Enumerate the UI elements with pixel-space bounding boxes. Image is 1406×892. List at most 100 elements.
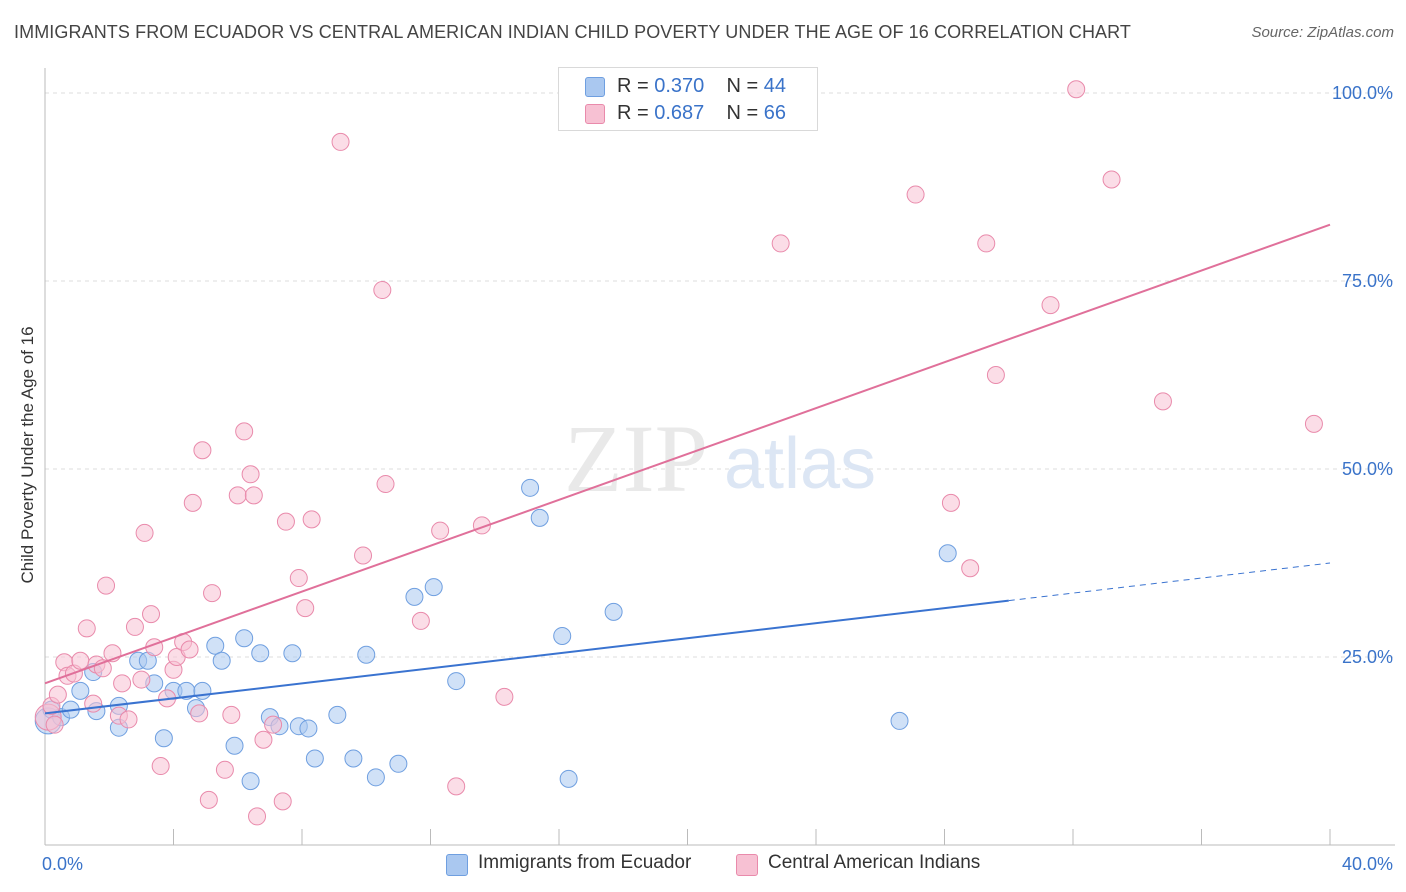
chart-title: IMMIGRANTS FROM ECUADOR VS CENTRAL AMERI…	[14, 22, 1132, 42]
point-central-american-indians	[190, 704, 209, 723]
point-ecuador	[225, 736, 244, 755]
point-central-american-indians	[77, 619, 96, 638]
point-central-american-indians	[228, 486, 247, 505]
point-central-american-indians	[431, 521, 450, 540]
point-central-american-indians	[183, 493, 202, 512]
point-ecuador	[559, 769, 578, 788]
point-ecuador	[212, 651, 231, 670]
point-ecuador	[283, 644, 302, 663]
point-ecuador	[938, 544, 957, 563]
point-central-american-indians	[119, 710, 138, 729]
point-central-american-indians	[125, 617, 144, 636]
point-central-american-indians	[1153, 392, 1172, 411]
x-tick-label: 0.0%	[42, 854, 83, 874]
point-ecuador	[890, 711, 909, 730]
point-central-american-indians	[264, 715, 283, 734]
legend-n-label: N =	[726, 102, 759, 124]
legend-n-label: N =	[726, 75, 759, 97]
point-central-american-indians	[986, 366, 1005, 385]
source-credit: Source: ZipAtlas.com	[1251, 24, 1394, 41]
point-central-american-indians	[1041, 296, 1060, 315]
legend-n-value-central-american-indians: 66	[763, 102, 787, 124]
series-legend-label-ecuador: Immigrants from Ecuador	[478, 852, 692, 873]
point-central-american-indians	[495, 687, 514, 706]
point-ecuador	[405, 587, 424, 606]
point-central-american-indians	[142, 605, 161, 624]
x-tick-label: 40.0%	[1342, 854, 1393, 874]
point-central-american-indians	[771, 234, 790, 253]
watermark-zip: ZIP	[564, 405, 708, 512]
point-ecuador	[553, 626, 572, 645]
point-central-american-indians	[254, 730, 273, 749]
points-layer	[34, 80, 1323, 826]
point-central-american-indians	[302, 510, 321, 529]
point-central-american-indians	[376, 475, 395, 494]
point-central-american-indians	[151, 757, 170, 776]
trend-line-central-american-indians	[44, 223, 1331, 685]
axis-layer	[44, 68, 1395, 846]
point-central-american-indians	[941, 493, 960, 512]
tick-label-layer: 25.0% 50.0% 75.0% 100.0% 0.0% 40.0%	[42, 83, 1393, 874]
point-central-american-indians	[48, 685, 67, 704]
point-central-american-indians	[289, 569, 308, 588]
point-central-american-indians	[354, 546, 373, 565]
point-central-american-indians	[373, 281, 392, 300]
point-ecuador	[447, 672, 466, 691]
point-central-american-indians	[906, 185, 925, 204]
point-ecuador	[389, 754, 408, 773]
trend-line-ecuador	[44, 599, 1009, 715]
point-central-american-indians	[135, 523, 154, 542]
point-central-american-indians	[222, 705, 241, 724]
point-ecuador	[604, 602, 623, 621]
point-central-american-indians	[1304, 414, 1323, 433]
legend-r-value-central-american-indians: 0.687	[654, 102, 705, 124]
point-central-american-indians	[331, 132, 350, 151]
point-ecuador	[241, 772, 260, 791]
point-central-american-indians	[45, 715, 64, 734]
trend-line-ecuador-extension	[1008, 562, 1331, 602]
point-central-american-indians	[199, 790, 218, 809]
point-ecuador	[305, 749, 324, 768]
point-central-american-indians	[273, 792, 292, 811]
point-ecuador	[71, 681, 90, 700]
legend-r-value-ecuador: 0.370	[654, 75, 705, 97]
point-central-american-indians	[296, 599, 315, 618]
point-central-american-indians	[97, 576, 116, 595]
point-central-american-indians	[1102, 170, 1121, 189]
point-ecuador	[366, 768, 385, 787]
point-ecuador	[251, 644, 270, 663]
point-central-american-indians	[132, 670, 151, 689]
point-ecuador	[328, 705, 347, 724]
point-ecuador	[530, 508, 549, 527]
point-ecuador	[154, 729, 173, 748]
point-central-american-indians	[180, 640, 199, 659]
series-legend-swatch-ecuador	[446, 854, 468, 876]
y-tick-label: 100.0%	[1332, 83, 1393, 103]
legend-r-label: R =	[617, 102, 649, 124]
legend-swatch-ecuador	[585, 77, 605, 97]
correlation-legend: R = 0.370 N = 44 R = 0.687 N = 66	[558, 67, 818, 131]
point-central-american-indians	[84, 694, 103, 713]
point-central-american-indians	[1067, 80, 1086, 99]
series-legend-label-central-american-indians: Central American Indians	[768, 852, 981, 873]
point-ecuador	[299, 719, 318, 738]
point-central-american-indians	[977, 234, 996, 253]
point-central-american-indians	[241, 465, 260, 484]
point-central-american-indians	[276, 512, 295, 531]
point-central-american-indians	[961, 559, 980, 578]
y-tick-label: 50.0%	[1342, 459, 1393, 479]
legend-n-value-ecuador: 44	[763, 75, 787, 97]
point-ecuador	[424, 578, 443, 597]
point-ecuador	[357, 645, 376, 664]
point-central-american-indians	[244, 486, 263, 505]
point-central-american-indians	[113, 674, 132, 693]
series-legend-swatch-central-american-indians	[736, 854, 758, 876]
legend-swatch-central-american-indians	[585, 104, 605, 124]
point-ecuador	[235, 629, 254, 648]
y-tick-label: 75.0%	[1342, 271, 1393, 291]
point-central-american-indians	[411, 611, 430, 630]
legend-r-label: R =	[617, 75, 649, 97]
y-axis-label: Child Poverty Under the Age of 16	[18, 326, 37, 584]
point-central-american-indians	[203, 584, 222, 603]
point-ecuador	[344, 749, 363, 768]
